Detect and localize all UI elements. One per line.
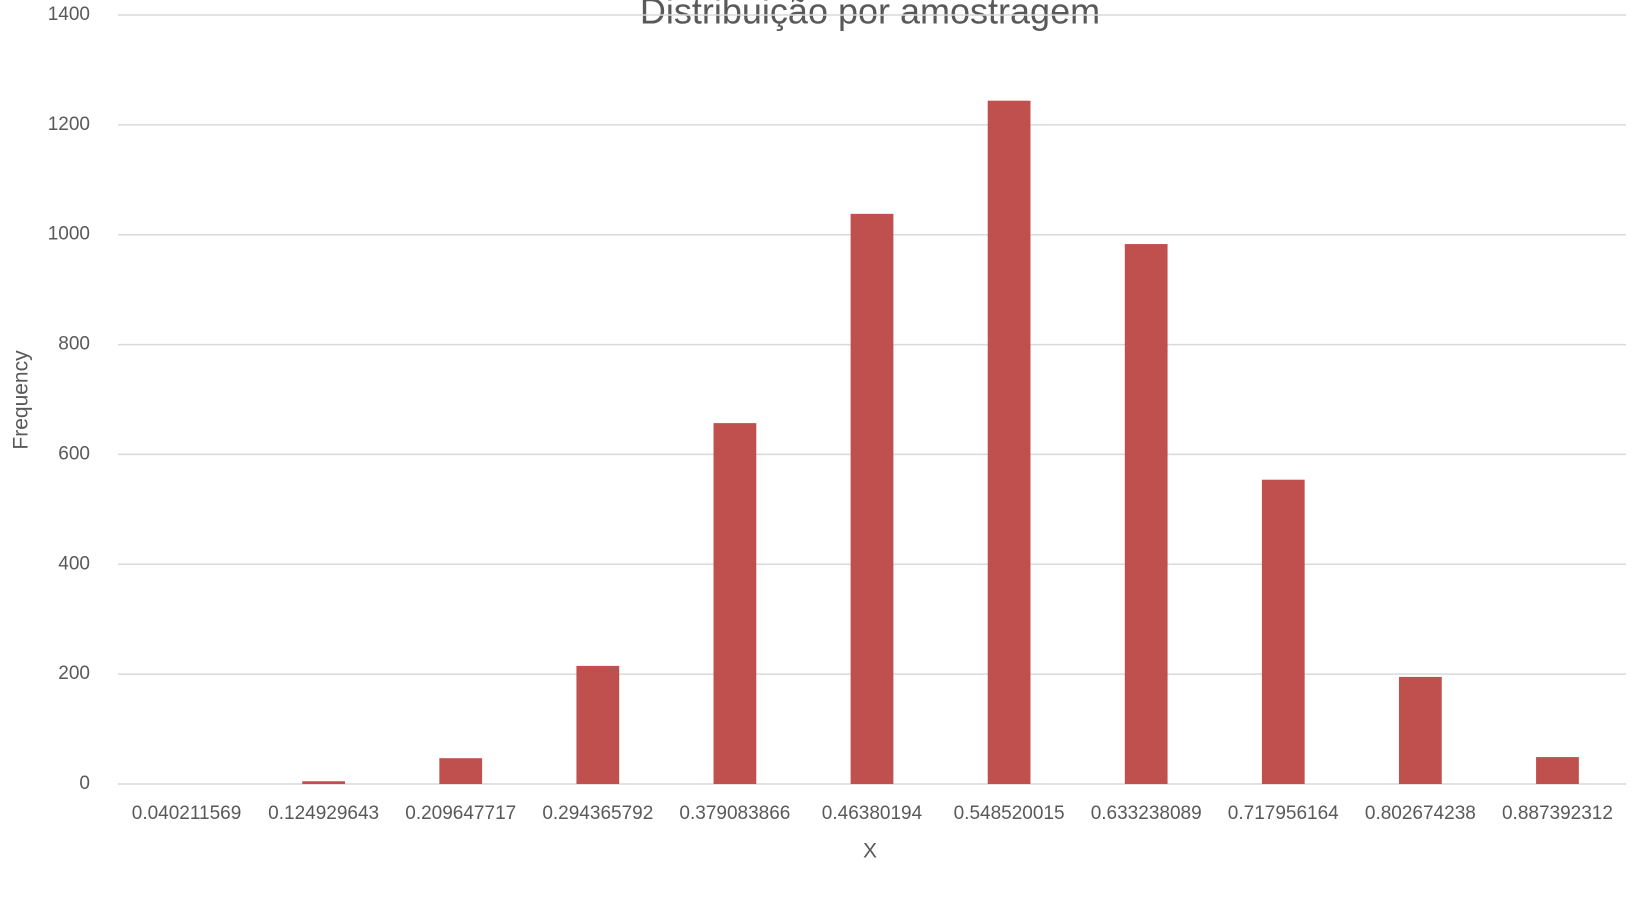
x-tick-label: 0.548520015 (954, 803, 1065, 824)
y-tick-label: 200 (58, 663, 90, 684)
y-axis-label: Frequency (10, 350, 33, 450)
x-tick-label: 0.802674238 (1365, 803, 1476, 824)
x-tick-label: 0.209647717 (405, 803, 516, 824)
x-tick-label: 0.46380194 (822, 803, 923, 824)
bar (850, 213, 894, 784)
y-tick-label: 1200 (48, 114, 90, 135)
x-tick-label: 0.379083866 (679, 803, 790, 824)
x-axis-label: X (863, 840, 877, 863)
bar (1398, 676, 1442, 784)
y-tick-label: 1000 (48, 224, 90, 245)
x-tick-label: 0.294365792 (542, 803, 653, 824)
x-tick-label: 0.633238089 (1091, 803, 1202, 824)
chart-title: Distribuição por amostragem (640, 0, 1100, 32)
x-tick-label: 0.717956164 (1228, 803, 1339, 824)
bar (713, 423, 757, 784)
bar (576, 665, 620, 784)
y-tick-label: 600 (58, 443, 90, 464)
y-tick-label: 800 (58, 334, 90, 355)
bar (302, 781, 346, 784)
y-tick-label: 0 (79, 773, 90, 794)
x-tick-label: 0.040211569 (132, 803, 242, 824)
bar (987, 100, 1031, 784)
x-tick-label: 0.887392312 (1502, 803, 1613, 824)
bar (1124, 244, 1168, 785)
bar (1261, 479, 1305, 784)
y-tick-label: 400 (58, 553, 90, 574)
y-tick-label: 1400 (48, 4, 90, 25)
bar (1536, 757, 1579, 784)
bar (439, 758, 483, 784)
x-tick-label: 0.124929643 (268, 803, 379, 824)
